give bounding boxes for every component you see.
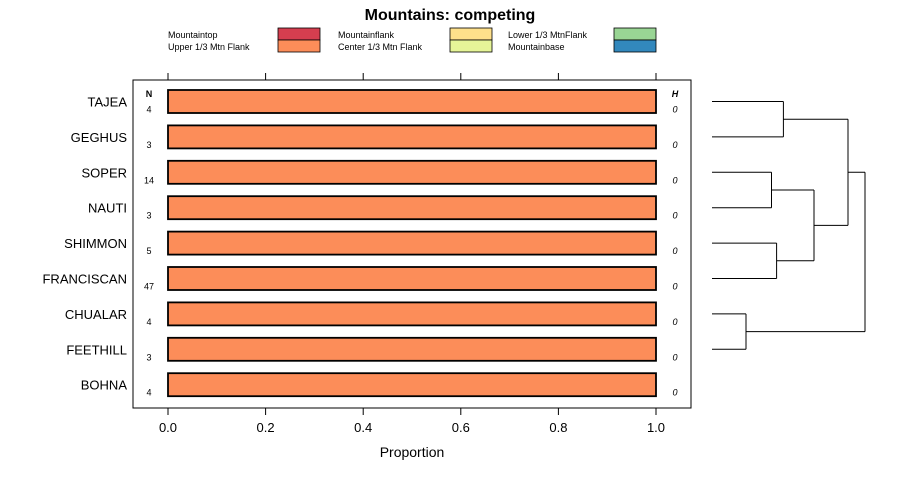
plot-frame	[132, 79, 692, 409]
bar-segment	[167, 230, 657, 256]
row-label: CHUALAR	[65, 307, 127, 322]
x-tick-label: 0.8	[549, 420, 567, 435]
legend: Mountaintop Upper 1/3 Mtn Flank Mountainfl…	[168, 27, 657, 53]
h-value: 0	[672, 211, 677, 221]
legend-label: Center 1/3 Mtn Flank	[338, 42, 423, 52]
n-value: 14	[144, 175, 154, 185]
x-tick-label: 0.2	[257, 420, 275, 435]
n-header: N	[146, 89, 153, 99]
h-value: 0	[672, 105, 677, 115]
row-label: SHIMMON	[64, 236, 127, 251]
x-axis: 0.0 0.2 0.4 0.6 0.8 1.0	[159, 73, 665, 435]
x-tick-label: 1.0	[647, 420, 665, 435]
legend-label: Lower 1/3 MtnFlank	[508, 30, 588, 40]
h-value: 0	[672, 317, 677, 327]
h-value: 0	[672, 175, 677, 185]
legend-label: Mountainflank	[338, 30, 395, 40]
chart-title: Mountains: competing	[365, 7, 536, 24]
n-value: 4	[146, 317, 151, 327]
h-header: H	[672, 89, 679, 99]
bar-segment	[167, 159, 657, 185]
h-value: 0	[672, 140, 677, 150]
bar-segment	[167, 266, 657, 291]
legend-swatch	[277, 27, 321, 41]
legend-swatch	[613, 39, 657, 53]
dendrogram	[712, 101, 866, 350]
row-labels: TAJEA GEGHUS SOPER NAUTI SHIMMON FRANCISCAN CH…	[42, 95, 127, 393]
bars	[167, 89, 657, 398]
n-value: 3	[146, 211, 151, 221]
x-tick-label: 0.0	[159, 420, 177, 435]
legend-label: Mountainbase	[508, 42, 565, 52]
legend-label: Mountaintop	[168, 30, 218, 40]
row-label: FEETHILL	[66, 342, 127, 357]
h-value: 0	[672, 388, 677, 398]
h-value: 0	[672, 246, 677, 256]
n-value: 4	[146, 388, 151, 398]
bar-segment	[167, 336, 657, 362]
legend-swatch	[449, 27, 493, 41]
x-tick-label: 0.4	[354, 420, 372, 435]
x-axis-label: Proportion	[380, 444, 445, 460]
legend-label: Upper 1/3 Mtn Flank	[168, 42, 250, 52]
row-label: GEGHUS	[71, 130, 128, 145]
row-label: SOPER	[81, 165, 127, 180]
bar-segment	[167, 195, 657, 221]
n-value: 5	[146, 246, 151, 256]
legend-swatch	[449, 39, 493, 53]
bar-segment	[167, 301, 657, 327]
row-label: FRANCISCAN	[42, 272, 127, 287]
row-label: TAJEA	[88, 95, 128, 110]
x-tick-label: 0.6	[452, 420, 470, 435]
n-value: 47	[144, 282, 154, 292]
n-value: 3	[146, 352, 151, 362]
n-value: 4	[146, 105, 151, 115]
h-value: 0	[672, 282, 677, 292]
n-value: 3	[146, 140, 151, 150]
bar-segment	[167, 124, 657, 150]
n-column: N 4 3 14 3 5 47 4 3 4	[144, 89, 154, 398]
bar-segment	[167, 89, 657, 114]
row-label: NAUTI	[88, 201, 127, 216]
h-value: 0	[672, 352, 677, 362]
row-label: BOHNA	[81, 378, 128, 393]
h-column: H 0 0 0 0 0 0 0 0 0	[672, 89, 679, 398]
bar-segment	[167, 372, 657, 398]
legend-swatch	[613, 27, 657, 41]
legend-swatch	[277, 39, 321, 53]
